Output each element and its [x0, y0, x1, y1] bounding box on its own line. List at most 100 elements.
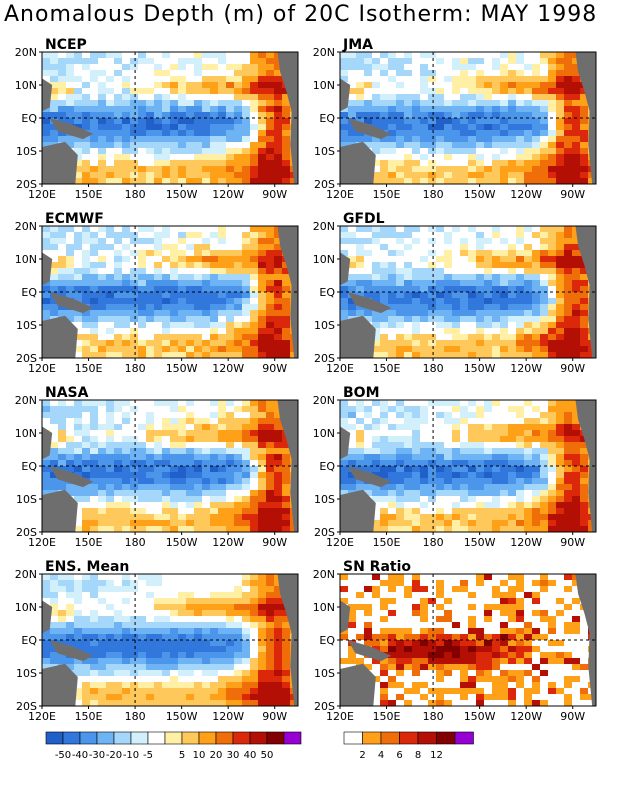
land-mask [340, 141, 376, 184]
land-mask [347, 118, 392, 140]
lon-tick-label: 90W [560, 362, 585, 375]
lon-tick-label: 150W [464, 362, 496, 375]
lon-tick-label: 150W [166, 362, 198, 375]
colorbar-label: -5 [143, 750, 153, 761]
land-mask [575, 574, 596, 706]
colorbar-swatch [266, 731, 285, 745]
colorbar-swatch [417, 731, 437, 745]
field-bom [340, 400, 596, 532]
land-mask [49, 118, 94, 140]
colorbar-swatch [130, 731, 149, 745]
colorbar-swatch [62, 731, 81, 745]
colorbar-swatch [164, 731, 183, 745]
lat-tick-label: 20S [314, 352, 335, 365]
lon-tick-label: 150E [373, 710, 401, 723]
land-mask [42, 426, 53, 460]
land-mask [42, 141, 78, 184]
lon-tick-label: 150E [75, 362, 103, 375]
colorbar-swatch [96, 731, 115, 745]
lat-tick-label: 20S [314, 526, 335, 539]
lat-tick-label: EQ [21, 112, 37, 125]
colorbar-swatch [362, 731, 382, 745]
lat-tick-label: 20S [16, 700, 37, 713]
colorbar-label: 30 [227, 750, 240, 761]
lat-tick-label: 20N [313, 568, 335, 581]
anomaly-colorbar: -50 -40 -30 -20 -10 -5 5 10 20 30 40 50 [45, 731, 302, 761]
panel-title: ENS. Mean [45, 559, 129, 575]
lon-tick-label: 150W [464, 188, 496, 201]
lat-tick-label: 20S [16, 352, 37, 365]
lat-tick-label: 10S [16, 145, 37, 158]
land-mask [340, 663, 376, 706]
lat-tick-label: 20N [313, 394, 335, 407]
land-mask [277, 52, 298, 184]
lat-tick-label: 20N [15, 220, 37, 233]
land-mask [49, 466, 94, 488]
colorbar-swatch [79, 731, 98, 745]
lon-tick-label: 90W [262, 536, 287, 549]
panel-title: BOM [343, 385, 380, 401]
lon-tick-label: 180 [423, 362, 444, 375]
land-mask [49, 640, 94, 662]
lon-tick-label: 150W [166, 188, 198, 201]
land-mask [277, 400, 298, 532]
colorbar-swatch [283, 731, 302, 745]
lon-tick-label: 120E [28, 710, 56, 723]
lon-tick-label: 180 [125, 188, 146, 201]
lat-tick-label: 10S [16, 493, 37, 506]
colorbar-swatch [181, 731, 200, 745]
figure-title: Anomalous Depth (m) of 20C Isotherm: MAY… [4, 2, 598, 27]
lat-tick-label: 20S [16, 178, 37, 191]
lon-tick-label: 90W [560, 710, 585, 723]
lat-tick-label: 10N [15, 427, 37, 440]
land-mask [42, 78, 53, 112]
land-mask [340, 252, 351, 286]
panel-title: NASA [45, 385, 89, 401]
colorbar-label: 12 [430, 750, 443, 761]
lon-tick-label: 150W [464, 710, 496, 723]
lat-tick-label: EQ [319, 634, 335, 647]
lon-tick-label: 180 [423, 710, 444, 723]
lat-tick-label: 20N [313, 46, 335, 59]
panel-title: GFDL [343, 211, 385, 227]
colorbar-label: 8 [415, 750, 421, 761]
lon-tick-label: 150E [75, 188, 103, 201]
lon-tick-label: 150W [166, 710, 198, 723]
land-mask [42, 600, 53, 634]
field-jma [340, 52, 596, 184]
land-mask [277, 226, 298, 358]
lat-tick-label: 10S [314, 319, 335, 332]
field-nasa [42, 400, 298, 532]
lon-tick-label: 120E [28, 188, 56, 201]
lat-tick-label: 20S [314, 178, 335, 191]
land-mask [42, 315, 78, 358]
lat-tick-label: 10S [16, 319, 37, 332]
colorbar-swatch [399, 731, 419, 745]
lat-tick-label: EQ [21, 460, 37, 473]
lat-tick-label: EQ [319, 286, 335, 299]
land-mask [575, 400, 596, 532]
lon-tick-label: 120W [212, 362, 244, 375]
land-mask [42, 489, 78, 532]
lon-tick-label: 150E [373, 188, 401, 201]
lat-tick-label: 10N [313, 79, 335, 92]
land-mask [277, 574, 298, 706]
colorbar-label: 50 [261, 750, 274, 761]
lon-tick-label: 150W [464, 536, 496, 549]
lat-tick-label: 10N [15, 79, 37, 92]
lon-tick-label: 120E [326, 710, 354, 723]
panel-title: JMA [342, 37, 373, 53]
lon-tick-label: 180 [125, 710, 146, 723]
colorbar-label: -50 [55, 750, 71, 761]
land-mask [347, 466, 392, 488]
lon-tick-label: 90W [262, 362, 287, 375]
colorbars: -50 -40 -30 -20 -10 -5 5 10 20 30 40 50 2 4 6 8 12 [45, 731, 474, 761]
sn-colorbar: 2 4 6 8 12 [343, 731, 474, 761]
lon-tick-label: 120W [212, 188, 244, 201]
lat-tick-label: 20N [313, 220, 335, 233]
